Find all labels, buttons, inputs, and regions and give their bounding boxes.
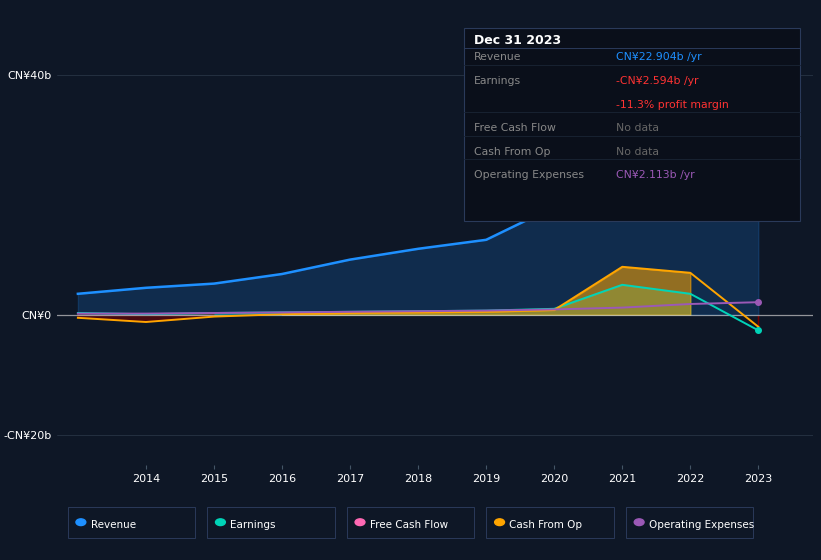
Text: Operating Expenses: Operating Expenses [474,170,584,180]
Text: Free Cash Flow: Free Cash Flow [474,123,556,133]
Text: Operating Expenses: Operating Expenses [649,520,754,530]
Text: Earnings: Earnings [231,520,276,530]
Text: Dec 31 2023: Dec 31 2023 [474,34,561,46]
Text: No data: No data [616,123,658,133]
Text: Free Cash Flow: Free Cash Flow [370,520,448,530]
Text: No data: No data [616,147,658,157]
Text: Cash From Op: Cash From Op [474,147,550,157]
Text: Earnings: Earnings [474,76,521,86]
Text: CN¥22.904b /yr: CN¥22.904b /yr [616,53,701,63]
Text: CN¥2.113b /yr: CN¥2.113b /yr [616,170,695,180]
Text: Cash From Op: Cash From Op [509,520,582,530]
Text: Revenue: Revenue [91,520,135,530]
Text: Revenue: Revenue [474,53,521,63]
Text: -CN¥2.594b /yr: -CN¥2.594b /yr [616,76,698,86]
Text: -11.3% profit margin: -11.3% profit margin [616,100,728,110]
